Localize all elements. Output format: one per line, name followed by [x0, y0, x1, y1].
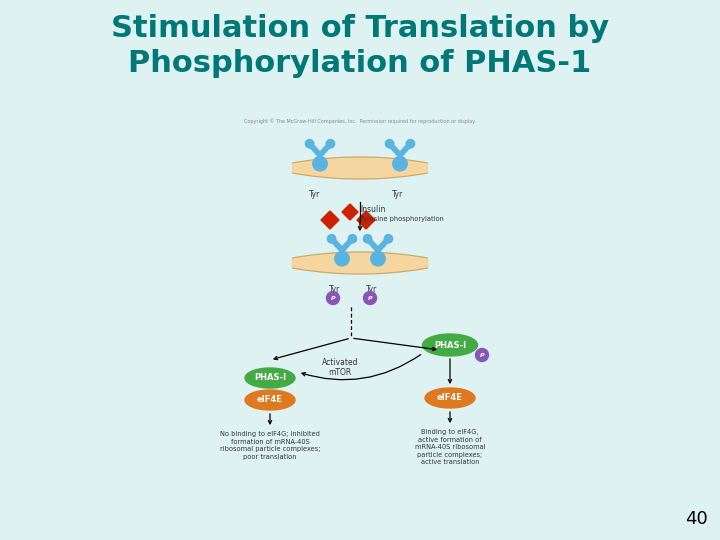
Text: Copyright © The McGraw-Hill Companies, Inc.  Permission required for reproductio: Copyright © The McGraw-Hill Companies, I… — [244, 118, 476, 124]
Text: Tyr: Tyr — [366, 285, 377, 294]
Text: Tyr: Tyr — [310, 190, 320, 199]
Text: No binding to eIF4G; inhibited
formation of mRNA-40S
ribosomal particle complexe: No binding to eIF4G; inhibited formation… — [220, 431, 320, 460]
Text: 40: 40 — [685, 510, 708, 528]
Text: eIF4E: eIF4E — [437, 394, 463, 402]
Text: P: P — [330, 296, 336, 301]
Text: Binding to eIF4G,
active formation of
mRNA-40S ribosomal
particle complexes;
act: Binding to eIF4G, active formation of mR… — [415, 429, 485, 465]
Circle shape — [385, 139, 394, 148]
Text: Insulin: Insulin — [360, 205, 385, 213]
Circle shape — [312, 157, 327, 171]
Polygon shape — [321, 211, 339, 229]
Polygon shape — [292, 252, 428, 274]
Text: Tyrosine phosphorylation: Tyrosine phosphorylation — [360, 216, 444, 222]
Circle shape — [384, 234, 392, 243]
Text: eIF4E: eIF4E — [257, 395, 283, 404]
Ellipse shape — [245, 390, 295, 410]
Polygon shape — [342, 204, 358, 220]
Text: Stimulation of Translation by
Phosphorylation of PHAS-1: Stimulation of Translation by Phosphoryl… — [111, 14, 609, 78]
Text: Tyr: Tyr — [329, 285, 341, 294]
Polygon shape — [292, 157, 428, 179]
Circle shape — [328, 234, 336, 243]
Circle shape — [348, 234, 356, 243]
Circle shape — [393, 157, 408, 171]
Text: PHAS-I: PHAS-I — [434, 341, 466, 349]
Circle shape — [371, 252, 385, 266]
Ellipse shape — [425, 388, 475, 408]
Text: Tyr: Tyr — [392, 190, 404, 199]
Circle shape — [326, 292, 340, 305]
Polygon shape — [357, 211, 375, 229]
Circle shape — [406, 139, 415, 148]
Circle shape — [305, 139, 314, 148]
Text: Activated
mTOR: Activated mTOR — [322, 358, 359, 377]
Circle shape — [364, 234, 372, 243]
Ellipse shape — [245, 368, 295, 388]
Circle shape — [475, 348, 488, 361]
Text: P: P — [368, 296, 372, 301]
Circle shape — [326, 139, 335, 148]
Text: PHAS-I: PHAS-I — [254, 374, 286, 382]
Text: P: P — [480, 353, 485, 358]
Circle shape — [335, 252, 349, 266]
Circle shape — [364, 292, 377, 305]
Ellipse shape — [423, 334, 477, 356]
